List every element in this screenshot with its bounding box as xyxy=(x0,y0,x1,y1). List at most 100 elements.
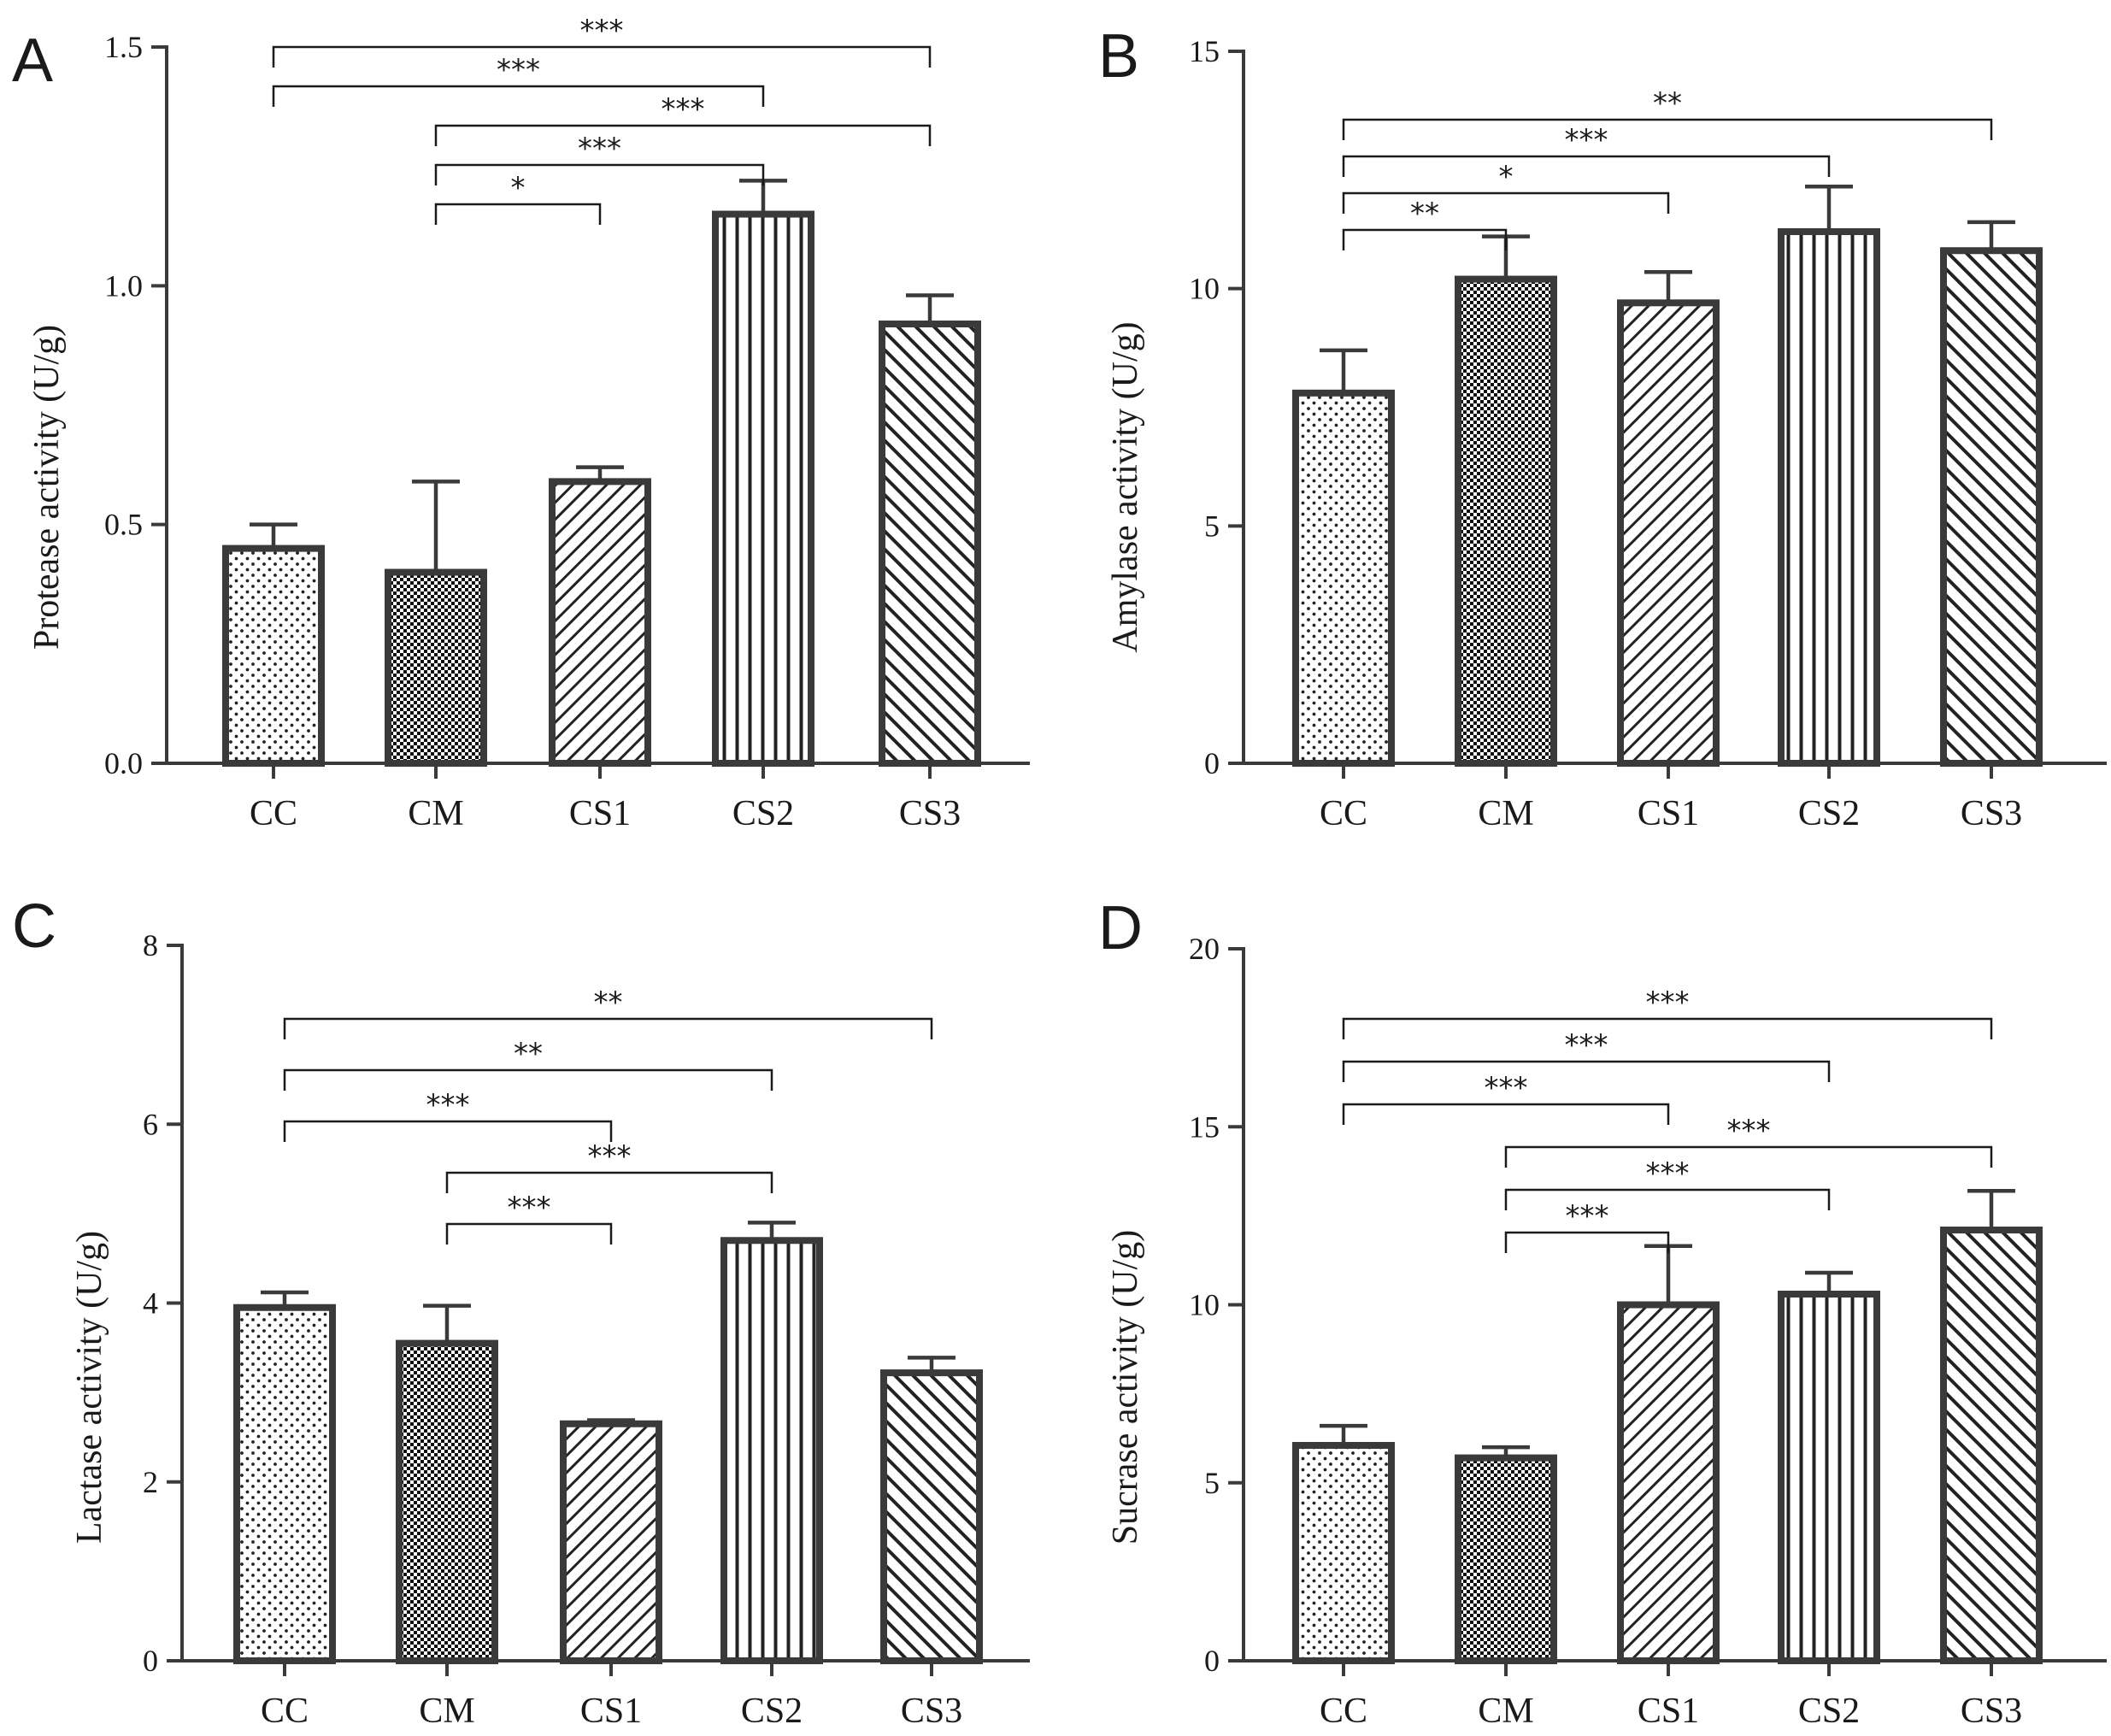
bar-c-cs1 xyxy=(563,1423,659,1661)
y-tick-label-c-1: 2 xyxy=(143,1465,158,1499)
sig-label-b-cc-cs3: ** xyxy=(1653,86,1682,121)
sig-bracket-a-cm-cs3 xyxy=(434,124,932,146)
bar-b-cs2 xyxy=(1781,232,1877,763)
y-axis-label-c: Lactase activity (U/g) xyxy=(70,1231,109,1544)
sig-label-a-cc-cs2: *** xyxy=(497,53,540,87)
sig-bracket-d-cc-cs1 xyxy=(1342,1103,1670,1125)
sig-label-d-cc-cs2: *** xyxy=(1565,1028,1608,1062)
x-tick-label-c-cs1: CS1 xyxy=(580,1692,642,1731)
sig-bracket-c-cc-cs1 xyxy=(283,1120,613,1142)
sig-bracket-a-cm-cs1 xyxy=(434,203,602,225)
sig-label-c-cm-cs1: *** xyxy=(508,1191,551,1225)
x-tick-label-c-cc: CC xyxy=(261,1692,309,1731)
sig-label-a-cm-cs2: *** xyxy=(578,132,621,166)
panel-label-b: B xyxy=(1098,22,1139,91)
panel-a: A Protease activity (U/g) 0.0 0.5 1.0 1.5 CC… xyxy=(12,14,1030,833)
panel-b: B Amylase activity (U/g) 0 5 10 15 CC CM CS1 CS… xyxy=(1098,22,2107,833)
sig-label-c-cc-cs2: ** xyxy=(514,1037,543,1071)
y-tick-label-b-3: 15 xyxy=(1189,34,1220,68)
bar-d-cs3 xyxy=(1943,1230,2039,1661)
x-tick-label-d-cs2: CS2 xyxy=(1798,1692,1860,1731)
x-tick-label-a-cs3: CS3 xyxy=(899,794,961,833)
y-axis-label-b: Amylase activity (U/g) xyxy=(1106,321,1145,652)
sig-bracket-a-cc-cs3 xyxy=(272,45,932,68)
bar-c-cs2 xyxy=(724,1240,820,1661)
y-tick-label-a-3: 1.5 xyxy=(104,30,143,64)
y-tick-label-a-2: 1.0 xyxy=(104,268,143,303)
bar-a-cs3 xyxy=(882,324,978,763)
bars-b xyxy=(1292,185,2043,767)
panel-label-a: A xyxy=(12,26,53,95)
y-tick-label-b-2: 10 xyxy=(1189,272,1220,306)
bars-c xyxy=(233,1221,983,1665)
significance-brackets-c: ************* xyxy=(283,986,933,1245)
bar-b-cc xyxy=(1296,392,1391,763)
x-tick-label-d-cs3: CS3 xyxy=(1961,1692,2022,1731)
sig-label-b-cc-cs2: *** xyxy=(1565,123,1608,157)
bar-c-cs3 xyxy=(884,1373,979,1661)
x-tick-label-c-cs2: CS2 xyxy=(741,1692,803,1731)
sig-label-d-cm-cs1: *** xyxy=(1566,1199,1609,1233)
sig-label-a-cc-cs3: *** xyxy=(580,14,624,48)
axes-a: 0.0 0.5 1.0 1.5 CC CM CS1 CS2 CS3 xyxy=(104,30,1030,833)
y-tick-label-d-2: 10 xyxy=(1189,1288,1220,1322)
sig-label-b-cc-cm: ** xyxy=(1410,197,1439,231)
x-tick-label-d-cs1: CS1 xyxy=(1638,1692,1699,1731)
sig-label-d-cc-cs3: *** xyxy=(1646,986,1690,1020)
y-tick-label-d-0: 0 xyxy=(1204,1644,1220,1678)
x-tick-label-d-cm: CM xyxy=(1478,1692,1533,1731)
significance-brackets-d: *** *** *** *** *** *** xyxy=(1342,986,1993,1253)
x-tick-label-a-cs2: CS2 xyxy=(732,794,794,833)
x-tick-label-a-cs1: CS1 xyxy=(569,794,631,833)
y-tick-label-b-0: 0 xyxy=(1204,746,1220,780)
bars-d xyxy=(1292,1188,2043,1665)
sig-bracket-c-cm-cs1 xyxy=(445,1222,613,1245)
bar-b-cs3 xyxy=(1943,250,2039,763)
sig-bracket-d-cc-cs2 xyxy=(1342,1060,1831,1082)
sig-label-d-cm-cs2: *** xyxy=(1646,1156,1690,1191)
sig-bracket-b-cc-cs1 xyxy=(1342,191,1670,214)
y-tick-label-a-0: 0.0 xyxy=(104,746,143,780)
bar-d-cs1 xyxy=(1620,1304,1716,1661)
bar-a-cs1 xyxy=(552,481,648,763)
x-tick-label-b-cs2: CS2 xyxy=(1798,794,1860,833)
sig-bracket-b-cc-cs2 xyxy=(1342,155,1831,177)
significance-brackets-a: ************* xyxy=(272,14,932,225)
significance-brackets-b: ******** xyxy=(1342,86,1993,250)
sig-bracket-b-cc-cm xyxy=(1342,228,1508,250)
bar-a-cc xyxy=(226,548,321,763)
y-tick-label-c-4: 8 xyxy=(143,928,158,962)
sig-label-d-cm-cs3: *** xyxy=(1727,1114,1771,1148)
y-tick-label-d-3: 15 xyxy=(1189,1109,1220,1144)
y-axis-label-a: Protease activity (U/g) xyxy=(27,325,67,650)
sig-bracket-c-cm-cs2 xyxy=(445,1171,773,1193)
axes-d: 0 5 10 15 20 CC CM CS1 CS2 CS3 xyxy=(1189,932,2107,1731)
axes-b: 0 5 10 15 CC CM CS1 CS2 CS3 xyxy=(1189,34,2107,833)
sig-bracket-d-cm-cs3 xyxy=(1504,1145,1993,1168)
y-tick-label-d-1: 5 xyxy=(1204,1466,1220,1500)
panel-d: D Sucrase activity (U/g) 0 5 10 15 20 CC CM CS1… xyxy=(1098,894,2107,1731)
x-tick-label-b-cs3: CS3 xyxy=(1961,794,2022,833)
sig-bracket-a-cc-cs2 xyxy=(272,85,765,107)
panel-c: C Lactase activity (U/g) 0 2 4 6 8 CC CM CS1 CS2… xyxy=(12,892,1030,1731)
sig-bracket-d-cm-cs2 xyxy=(1504,1188,1831,1210)
panel-label-d: D xyxy=(1098,894,1143,962)
bar-d-cs2 xyxy=(1781,1294,1877,1661)
axes-c: 0 2 4 6 8 CC CM CS1 CS2 CS3 xyxy=(143,928,1030,1731)
x-tick-label-b-cs1: CS1 xyxy=(1638,794,1699,833)
sig-bracket-c-cc-cs3 xyxy=(283,1017,933,1039)
y-tick-label-c-3: 6 xyxy=(143,1107,158,1141)
panel-label-c: C xyxy=(12,892,56,961)
sig-bracket-c-cc-cs2 xyxy=(283,1068,773,1091)
bar-c-cc xyxy=(237,1307,332,1661)
bar-a-cm xyxy=(388,572,484,763)
sig-bracket-b-cc-cs3 xyxy=(1342,118,1993,140)
x-tick-label-d-cc: CC xyxy=(1320,1692,1367,1731)
bars-a xyxy=(222,179,981,768)
y-tick-label-c-2: 4 xyxy=(143,1286,158,1321)
bar-a-cs2 xyxy=(715,214,811,764)
sig-bracket-d-cm-cs1 xyxy=(1504,1231,1670,1253)
bar-b-cs1 xyxy=(1620,303,1716,763)
y-tick-label-b-1: 5 xyxy=(1204,509,1220,543)
